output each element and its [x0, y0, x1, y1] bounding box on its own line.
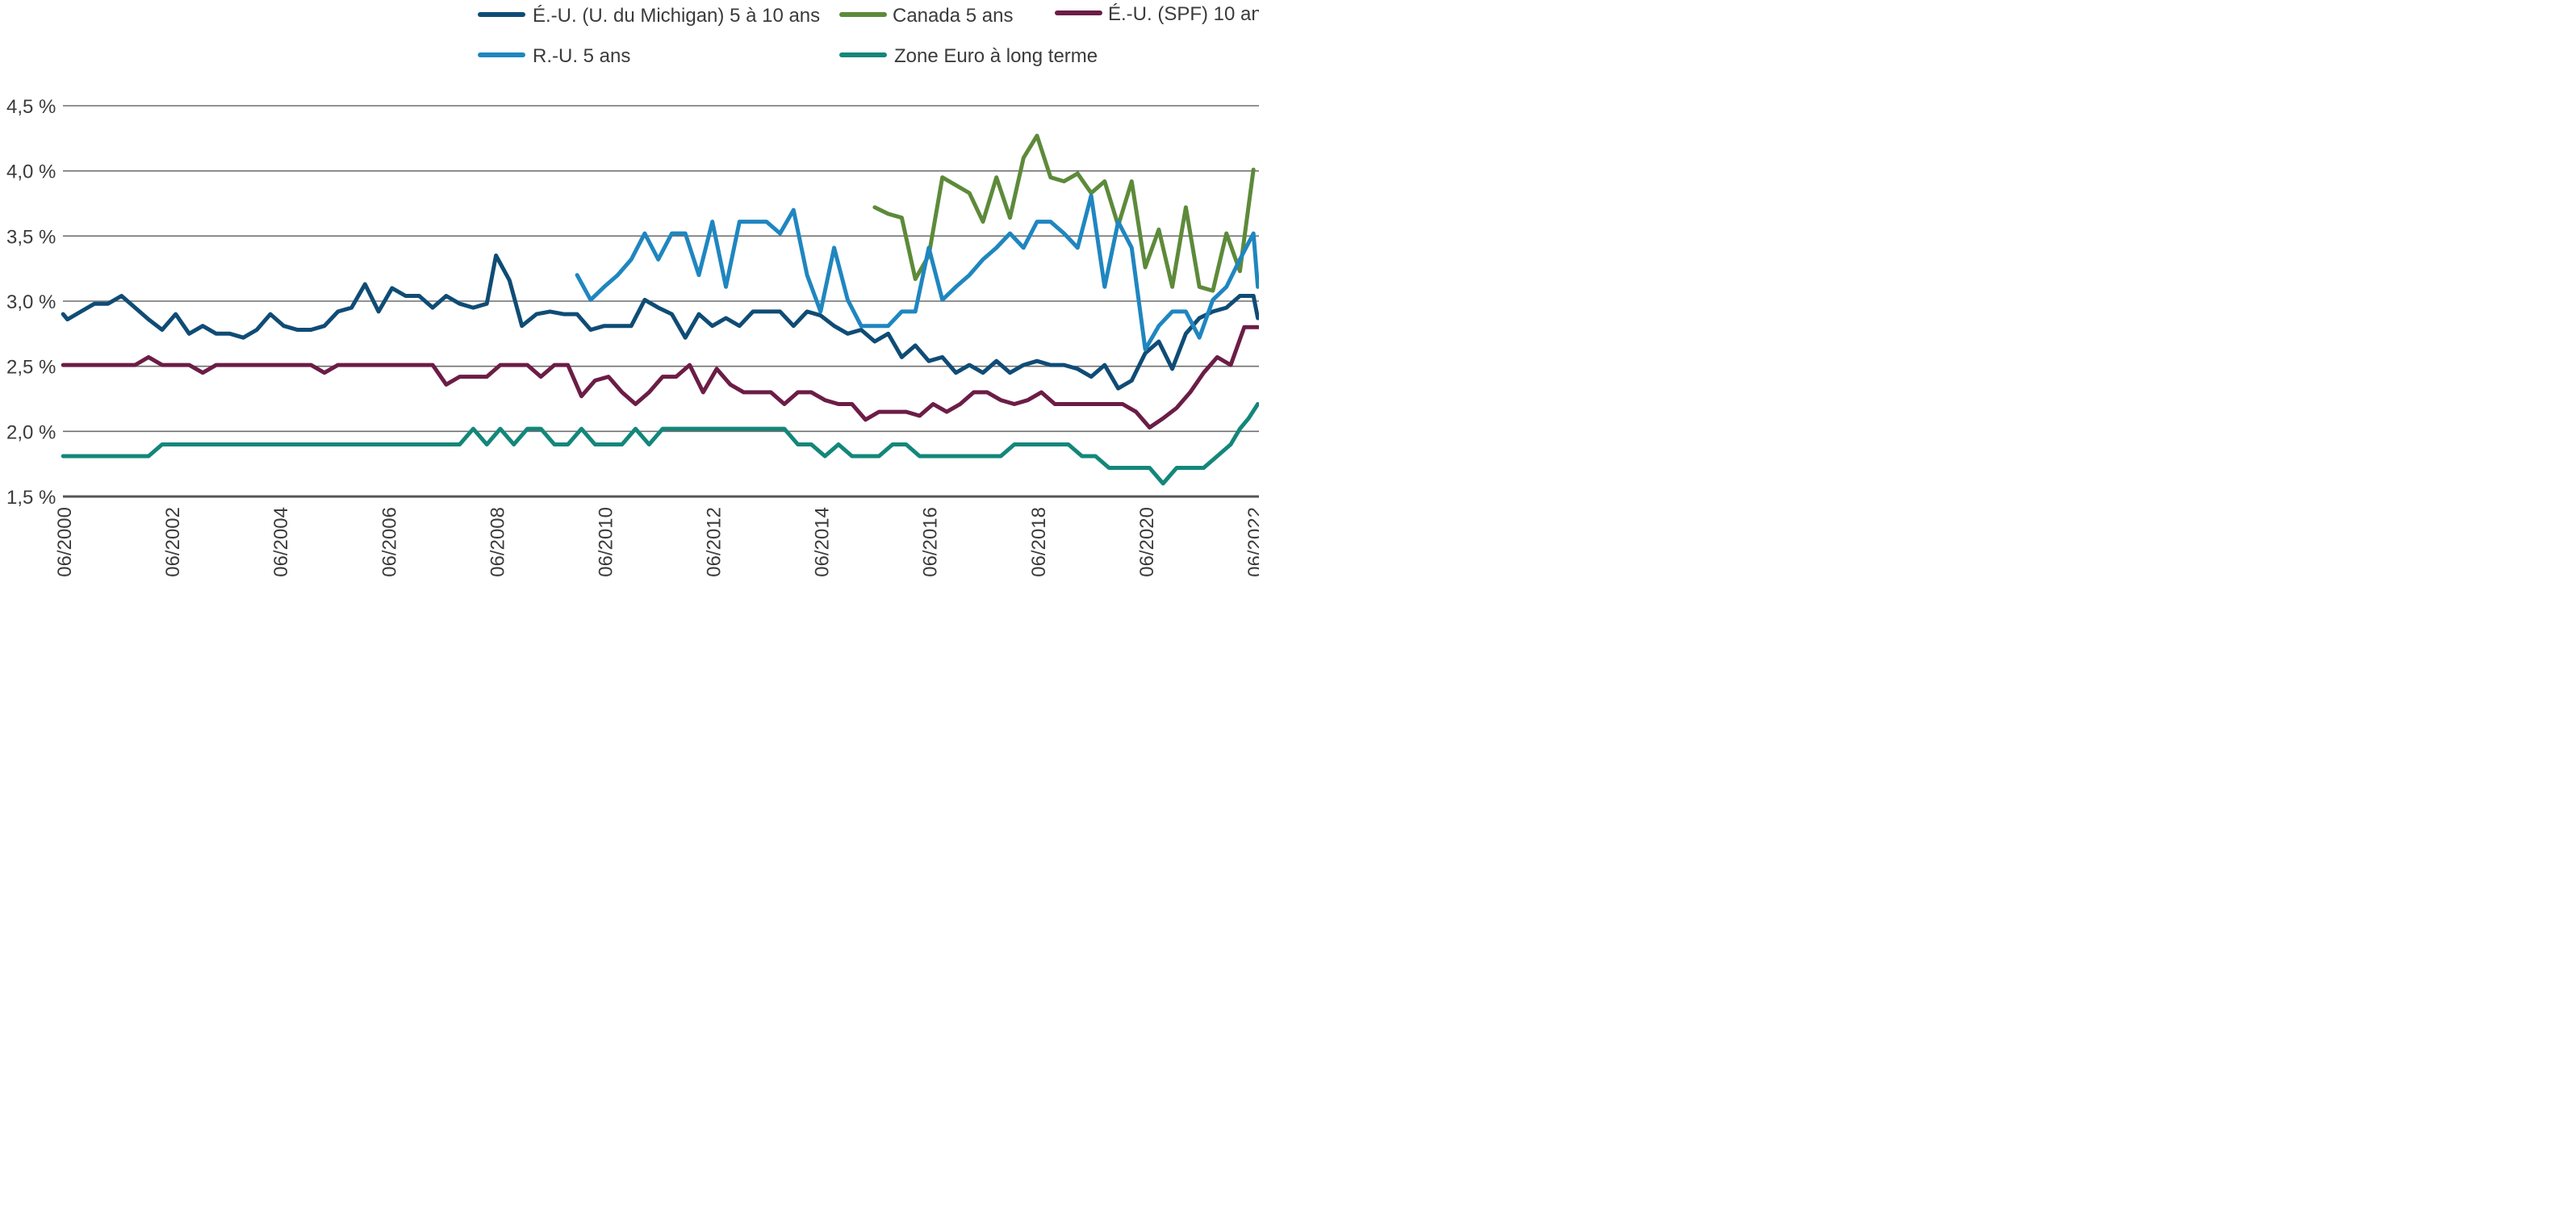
legend-label: É.-U. (SPF) 10 ans — [1108, 3, 1259, 25]
x-tick-label: 06/2022 — [1244, 507, 1259, 577]
series-line — [872, 133, 1256, 293]
chart-container: É.-U. (U. du Michigan) 5 à 10 ans Canada… — [0, 0, 1272, 589]
x-tick-label: 06/2010 — [596, 507, 617, 577]
series-line — [61, 254, 1261, 391]
x-tick-label: 06/2004 — [270, 507, 292, 577]
x-axis-tick-labels: 06/2000 06/2002 06/2004 06/2006 06/2008 06/20… — [54, 507, 1266, 577]
y-tick-label: 4,0 % — [6, 161, 56, 183]
legend: É.-U. (U. du Michigan) 5 à 10 ans Canada… — [478, 3, 1272, 67]
legend-label: É.-U. (U. du Michigan) 5 à 10 ans — [533, 5, 820, 27]
y-tick-label: 3,0 % — [6, 291, 56, 313]
x-tick-label: 06/2006 — [378, 507, 400, 577]
series-group — [61, 402, 1261, 486]
x-tick-label: 06/2018 — [1028, 507, 1050, 577]
x-tick-label: 06/2014 — [812, 507, 834, 577]
legend-item: Zone Euro à long terme — [839, 45, 1098, 67]
y-tick-label: 1,5 % — [6, 487, 56, 509]
series-line — [575, 193, 1261, 352]
series-group — [575, 193, 1261, 352]
data-series — [61, 133, 1261, 486]
y-tick-label: 3,5 % — [6, 226, 56, 248]
series-group — [61, 254, 1261, 391]
x-tick-label: 06/2020 — [1136, 507, 1158, 577]
series-group — [61, 325, 1261, 430]
x-tick-label: 06/2002 — [162, 507, 184, 577]
legend-item: É.-U. (SPF) 10 ans — [1055, 3, 1272, 25]
legend-label: Zone Euro à long terme — [894, 45, 1098, 67]
line-chart: É.-U. (U. du Michigan) 5 à 10 ans Canada… — [6, 3, 1272, 577]
series-group — [872, 133, 1256, 293]
gridlines — [63, 105, 1259, 498]
series-line — [61, 402, 1261, 486]
y-tick-label: 2,5 % — [6, 357, 56, 379]
x-tick-label: 06/2012 — [704, 507, 726, 577]
legend-item: É.-U. (U. du Michigan) 5 à 10 ans — [478, 5, 820, 27]
legend-item: R.-U. 5 ans — [478, 45, 630, 67]
x-tick-label: 06/2008 — [487, 507, 508, 577]
legend-item: Canada 5 ans — [839, 5, 1013, 27]
legend-label: Canada 5 ans — [893, 5, 1013, 27]
y-tick-label: 2,0 % — [6, 421, 56, 443]
series-line — [61, 325, 1261, 430]
x-tick-label: 06/2000 — [54, 507, 76, 577]
x-tick-label: 06/2016 — [920, 507, 942, 577]
y-tick-label: 4,5 % — [6, 96, 56, 118]
y-axis-tick-labels: 1,5 % 2,0 % 2,5 % 3,0 % 3,5 % 4,0 % 4,5 % — [6, 96, 56, 509]
legend-label: R.-U. 5 ans — [533, 45, 630, 67]
